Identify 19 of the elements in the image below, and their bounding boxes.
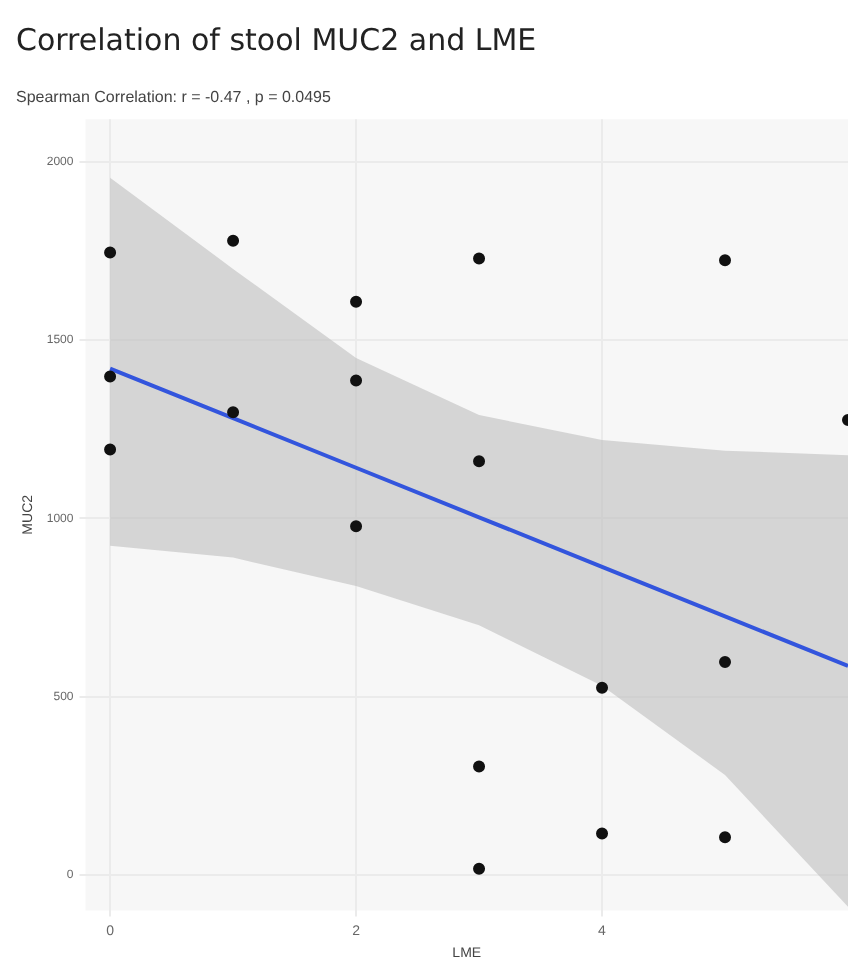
point: [473, 760, 486, 773]
chart-title: Correlation of stool MUC2 and LME: [16, 21, 537, 58]
point: [596, 827, 609, 840]
point: [350, 520, 363, 533]
point: [719, 655, 732, 668]
point: [719, 254, 732, 267]
point: [473, 862, 486, 875]
point: [227, 234, 240, 247]
point: [473, 252, 486, 265]
point: [104, 443, 117, 456]
point: [473, 455, 486, 468]
point: [719, 831, 732, 844]
point: [350, 295, 363, 308]
point: [596, 681, 609, 694]
point: [227, 406, 240, 419]
chart-subtitle: Spearman Correlation: r = -0.47 , p = 0.0495: [16, 88, 332, 107]
point: [350, 374, 363, 387]
point: [104, 246, 117, 259]
point: [104, 370, 117, 383]
